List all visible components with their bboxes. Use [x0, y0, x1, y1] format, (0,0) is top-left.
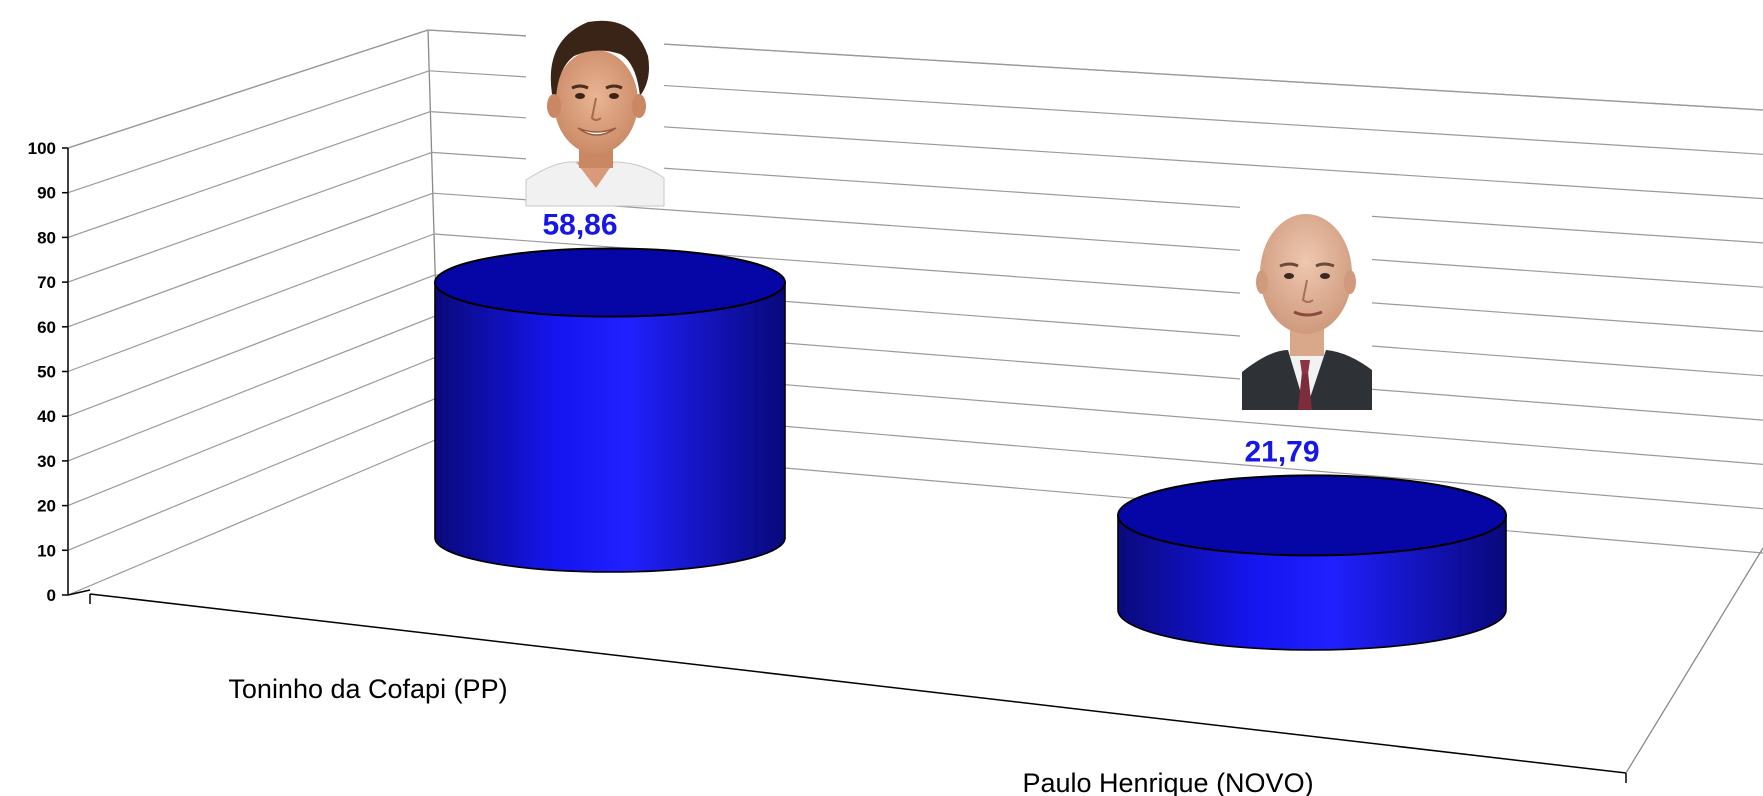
value-label: 58,86: [542, 209, 617, 242]
gridline-side: [67, 315, 437, 462]
gridline-side: [67, 111, 431, 238]
candidate-portrait-toninho: [525, 10, 665, 207]
y-tick-label: 80: [37, 228, 56, 247]
bar-cylinder-body: [434, 281, 786, 573]
gridline-side: [67, 396, 440, 551]
value-labels: 58,86 21,79: [542, 209, 1319, 469]
y-tick-label: 30: [37, 452, 56, 471]
floor-right-edge: [1625, 547, 1763, 774]
y-tick-label: 10: [37, 541, 56, 560]
y-tick-label: 100: [28, 139, 56, 158]
gridline-back: [432, 192, 1763, 288]
bar-cylinder-top: [434, 247, 786, 318]
y-tick-label: 40: [37, 407, 56, 426]
category-label: Paulo Henrique (NOVO): [1022, 768, 1313, 796]
gridline-side: [67, 29, 429, 149]
gridline-side: [67, 437, 441, 596]
floor-front-edge: [89, 593, 1627, 774]
gridline-side: [67, 70, 430, 194]
bar-cylinder-top: [1117, 474, 1507, 557]
gridline-side: [67, 192, 434, 328]
value-label: 21,79: [1244, 435, 1319, 468]
floor-front-stub: [67, 589, 91, 596]
y-tick-label: 0: [47, 586, 56, 605]
candidate-portrait-paulo: [1240, 200, 1372, 410]
gridline-side: [67, 233, 435, 373]
bars: [434, 247, 1507, 651]
y-tick-label: 70: [37, 273, 56, 292]
y-tick-label: 20: [37, 497, 56, 516]
chart-floor: [67, 547, 1763, 783]
y-tick-label: 50: [37, 363, 56, 382]
category-labels: Toninho da Cofapi (PP) Paulo Henrique (NO…: [228, 674, 1313, 796]
gridline-side: [67, 274, 436, 417]
gridline-side: [67, 355, 438, 507]
gridlines: [67, 29, 1763, 596]
y-tick-label: 90: [37, 184, 56, 203]
category-label: Toninho da Cofapi (PP): [228, 674, 507, 704]
gridline-side: [67, 151, 432, 283]
y-tick-label: 60: [37, 318, 56, 337]
y-axis: 0 10 20 30 40 50 60 70 80 90 100: [28, 139, 69, 605]
